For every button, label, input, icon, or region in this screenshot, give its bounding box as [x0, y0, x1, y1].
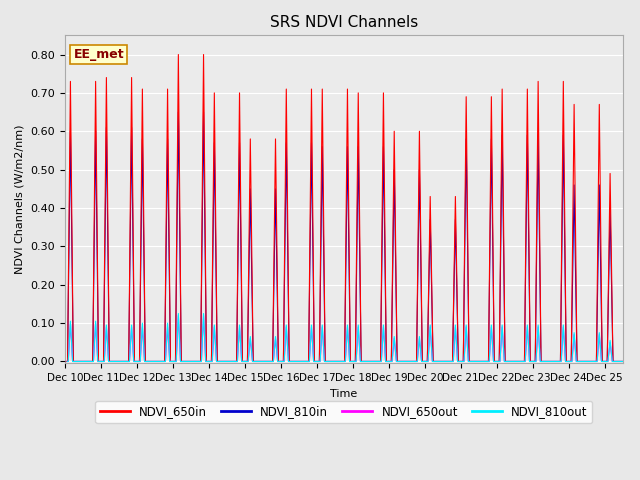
Text: EE_met: EE_met: [74, 48, 124, 61]
Title: SRS NDVI Channels: SRS NDVI Channels: [269, 15, 418, 30]
Y-axis label: NDVI Channels (W/m2/nm): NDVI Channels (W/m2/nm): [15, 125, 25, 274]
X-axis label: Time: Time: [330, 389, 358, 399]
Legend: NDVI_650in, NDVI_810in, NDVI_650out, NDVI_810out: NDVI_650in, NDVI_810in, NDVI_650out, NDV…: [95, 401, 592, 423]
